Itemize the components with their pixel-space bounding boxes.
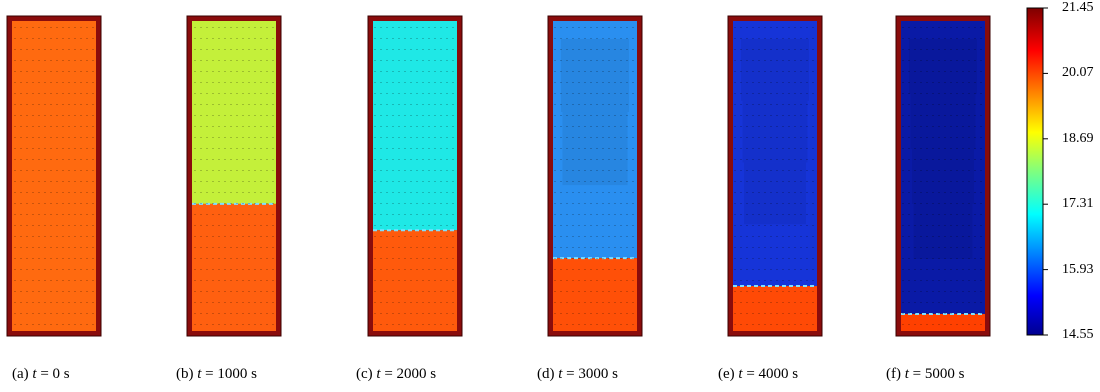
mesh-dots — [733, 21, 817, 331]
mesh-dots — [192, 21, 276, 331]
mesh-dots — [901, 21, 985, 331]
panel-5 — [727, 15, 823, 337]
panel-caption-5: (e) t = 4000 s — [718, 366, 798, 383]
equals-sign: = — [36, 366, 53, 382]
mesh-dots — [553, 21, 637, 331]
time-unit: s — [608, 366, 618, 382]
panel-2 — [186, 15, 282, 337]
time-value: 5000 — [924, 366, 955, 382]
panel-letter: (e) — [718, 366, 735, 382]
equals-sign: = — [908, 366, 925, 382]
time-value: 0 — [52, 366, 61, 382]
panel-letter: (d) — [537, 366, 555, 382]
mesh-dots — [12, 21, 96, 331]
time-variable: t — [738, 366, 743, 382]
time-unit: s — [954, 366, 965, 382]
time-variable: t — [904, 366, 909, 382]
time-unit: s — [426, 366, 437, 382]
colorbar-tick-label: 20.07 — [1062, 65, 1094, 81]
panel-letter: (f) — [886, 366, 901, 382]
colorbar-tick-label: 18.69 — [1062, 130, 1094, 146]
time-unit: s — [247, 366, 257, 382]
time-value: 2000 — [396, 366, 427, 382]
time-variable: t — [197, 366, 202, 382]
colorbar-tick-label: 17.31 — [1062, 196, 1094, 212]
time-unit: s — [788, 366, 799, 382]
panel-letter: (b) — [176, 366, 194, 382]
time-value: 4000 — [758, 366, 789, 382]
panel-caption-1: (a) t = 0 s — [12, 366, 70, 383]
panels-layer — [6, 15, 991, 337]
panel-caption-4: (d) t = 3000 s — [537, 366, 618, 383]
panel-caption-6: (f) t = 5000 s — [886, 366, 964, 383]
panel-caption-3: (c) t = 2000 s — [356, 366, 436, 383]
time-value: 1000 — [217, 366, 248, 382]
panel-3 — [367, 15, 463, 337]
panel-caption-2: (b) t = 1000 s — [176, 366, 257, 383]
colorbar-tick-label: 21.45 — [1062, 0, 1094, 15]
time-value: 3000 — [578, 366, 609, 382]
equals-sign: = — [562, 366, 579, 382]
time-unit: s — [60, 366, 70, 382]
equals-sign: = — [201, 366, 218, 382]
equals-sign: = — [742, 366, 759, 382]
panel-letter: (c) — [356, 366, 373, 382]
panel-letter: (a) — [12, 366, 29, 382]
mesh-dots — [373, 21, 457, 331]
colorbar-tick-label: 14.55 — [1062, 327, 1094, 342]
panel-6 — [895, 15, 991, 337]
time-variable: t — [32, 366, 37, 382]
colorbar-gradient — [1026, 7, 1044, 336]
equals-sign: = — [380, 366, 397, 382]
panel-4 — [547, 15, 643, 337]
panel-1 — [6, 15, 102, 337]
time-variable: t — [558, 366, 563, 382]
time-variable: t — [376, 366, 381, 382]
colorbar — [1026, 7, 1048, 336]
colorbar-tick-label: 15.93 — [1062, 261, 1094, 277]
